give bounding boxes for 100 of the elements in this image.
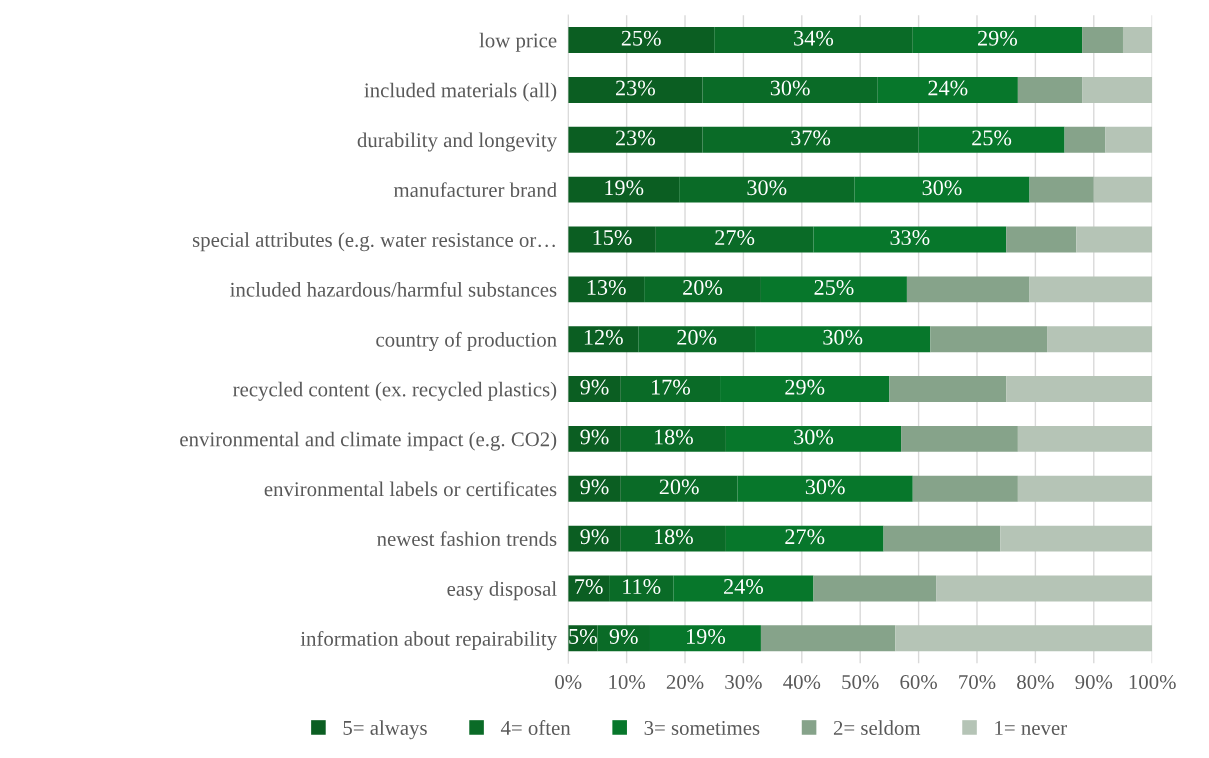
x-tick-label: 0%: [555, 674, 582, 690]
bar: [901, 425, 1018, 452]
legend-label: 1= never: [995, 721, 1067, 735]
bar: [895, 625, 1153, 652]
data-label: 18%: [654, 529, 693, 545]
bar: [930, 326, 1048, 353]
data-label: 29%: [978, 30, 1018, 46]
data-label: 30%: [794, 429, 834, 445]
y-tick-label: low price: [479, 32, 557, 52]
y-tick-label: included hazardous/harmful substances: [230, 281, 557, 297]
bar: [1122, 27, 1153, 54]
data-label: 30%: [823, 329, 863, 345]
data-label: 9%: [580, 479, 609, 495]
bar: [1029, 176, 1094, 203]
bar: [883, 525, 1001, 552]
bar: [1029, 276, 1153, 303]
bar: [889, 376, 1007, 403]
data-label: 37%: [791, 130, 831, 146]
data-label: 20%: [659, 479, 699, 495]
bar: [1082, 76, 1153, 103]
bar: [568, 376, 621, 403]
y-tick-label: newest fashion trends: [377, 531, 557, 547]
data-label: 11%: [623, 579, 661, 595]
x-tick-label: 80%: [1017, 674, 1054, 690]
data-label: 30%: [922, 180, 962, 196]
y-tick-label: recycled content (ex. recycled plastics): [233, 381, 557, 401]
data-label: 5%: [569, 628, 597, 644]
bar: [1047, 326, 1153, 353]
data-label: 30%: [770, 80, 810, 96]
bar: [1017, 76, 1083, 103]
bar: [568, 76, 703, 103]
data-label: 19%: [605, 180, 644, 196]
x-tick-label: 90%: [1075, 674, 1113, 690]
data-label: 25%: [814, 279, 854, 295]
data-label: 12%: [584, 329, 623, 345]
data-label: 33%: [890, 230, 930, 246]
data-label: 29%: [785, 379, 825, 395]
bar: [1017, 425, 1153, 452]
bar: [568, 126, 703, 153]
y-tick-label: environmental and climate impact (e.g. CO2): [180, 431, 557, 451]
data-label: 9%: [580, 429, 609, 445]
data-label: 18%: [654, 429, 693, 445]
bar: [1093, 176, 1153, 203]
data-label: 24%: [928, 80, 968, 96]
legend-label: 3= sometimes: [644, 720, 760, 735]
data-label: 24%: [724, 579, 764, 595]
y-tick-label: special attributes (e.g. water resistance or…: [192, 232, 555, 252]
legend-label: 5= always: [343, 720, 427, 740]
bar: [568, 276, 645, 303]
bar: [568, 525, 621, 552]
y-tick-label: country of production: [376, 331, 557, 352]
data-label: 13%: [587, 279, 626, 295]
data-label: 25%: [621, 30, 661, 46]
bar: [568, 425, 621, 452]
data-label: 23%: [615, 80, 655, 96]
data-label: 9%: [609, 628, 638, 644]
x-tick-label: 20%: [666, 674, 704, 690]
bar: [568, 226, 656, 253]
x-tick-label: 30%: [725, 674, 762, 690]
bar: [568, 475, 621, 502]
data-label: 20%: [683, 279, 723, 295]
data-label: 7%: [575, 579, 603, 595]
bar: [1006, 226, 1077, 253]
x-tick-label: 40%: [783, 674, 821, 690]
bar: [936, 575, 1153, 602]
data-label: 20%: [677, 329, 717, 345]
bar: [1082, 27, 1123, 54]
data-label: 17%: [652, 379, 691, 395]
data-label: 27%: [715, 230, 755, 246]
legend-label: 2= seldom: [833, 720, 921, 735]
data-label: 34%: [794, 30, 834, 46]
data-label: 9%: [580, 379, 609, 395]
bar: [1076, 226, 1153, 253]
bar: [1017, 475, 1153, 502]
y-tick-label: included materials (all): [364, 82, 557, 102]
bar: [568, 27, 715, 54]
x-tick-label: 100%: [1129, 674, 1176, 690]
bar: [568, 326, 639, 353]
data-label: 27%: [785, 529, 825, 545]
bar: [906, 276, 1030, 303]
legend-label: 4= often: [500, 720, 571, 735]
bar: [1006, 376, 1153, 403]
y-tick-label: manufacturer brand: [393, 182, 557, 198]
data-label: 25%: [972, 130, 1012, 146]
data-label: 19%: [687, 628, 726, 644]
data-label: 23%: [615, 130, 655, 146]
data-label: 9%: [580, 529, 609, 545]
bar: [568, 176, 680, 203]
bar: [760, 625, 896, 652]
x-tick-label: 10%: [609, 674, 646, 690]
x-tick-label: 60%: [900, 674, 937, 690]
y-tick-label: information about repairability: [300, 630, 558, 651]
x-tick-label: 50%: [842, 674, 879, 690]
y-tick-label: durability and longevity: [357, 132, 558, 152]
bar: [813, 575, 937, 602]
bar: [912, 475, 1018, 502]
x-tick-label: 70%: [959, 674, 996, 690]
y-tick-label: environmental labels or certificates: [264, 481, 557, 497]
bar: [1064, 126, 1106, 153]
bar: [1105, 126, 1153, 153]
